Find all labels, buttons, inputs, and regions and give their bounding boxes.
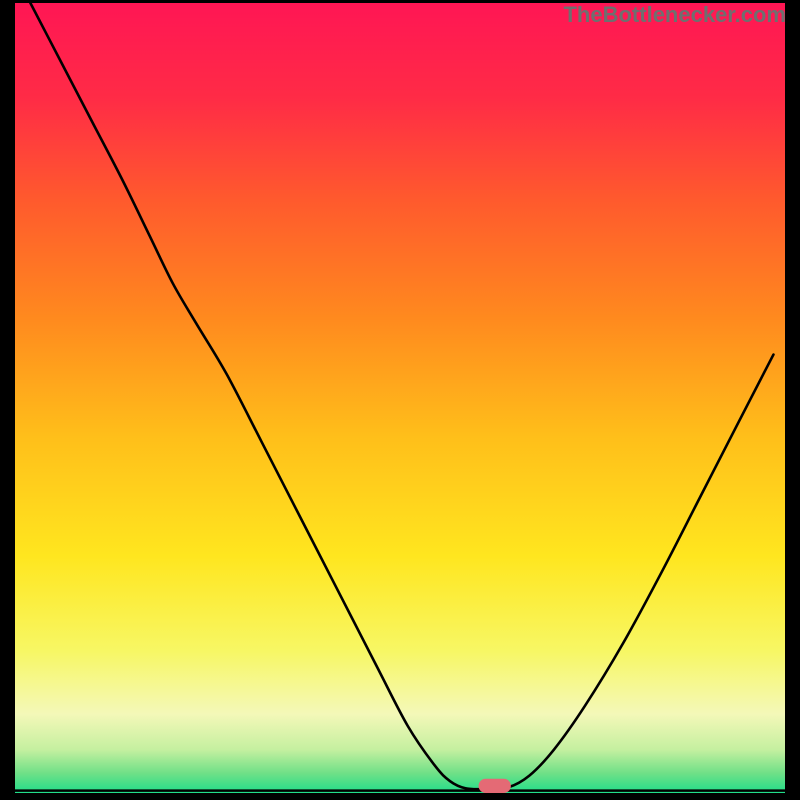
watermark-text: TheBottlenecker.com: [563, 2, 786, 28]
chart-svg: [0, 0, 800, 800]
optimal-marker: [479, 779, 511, 793]
plot-background: [15, 3, 785, 793]
